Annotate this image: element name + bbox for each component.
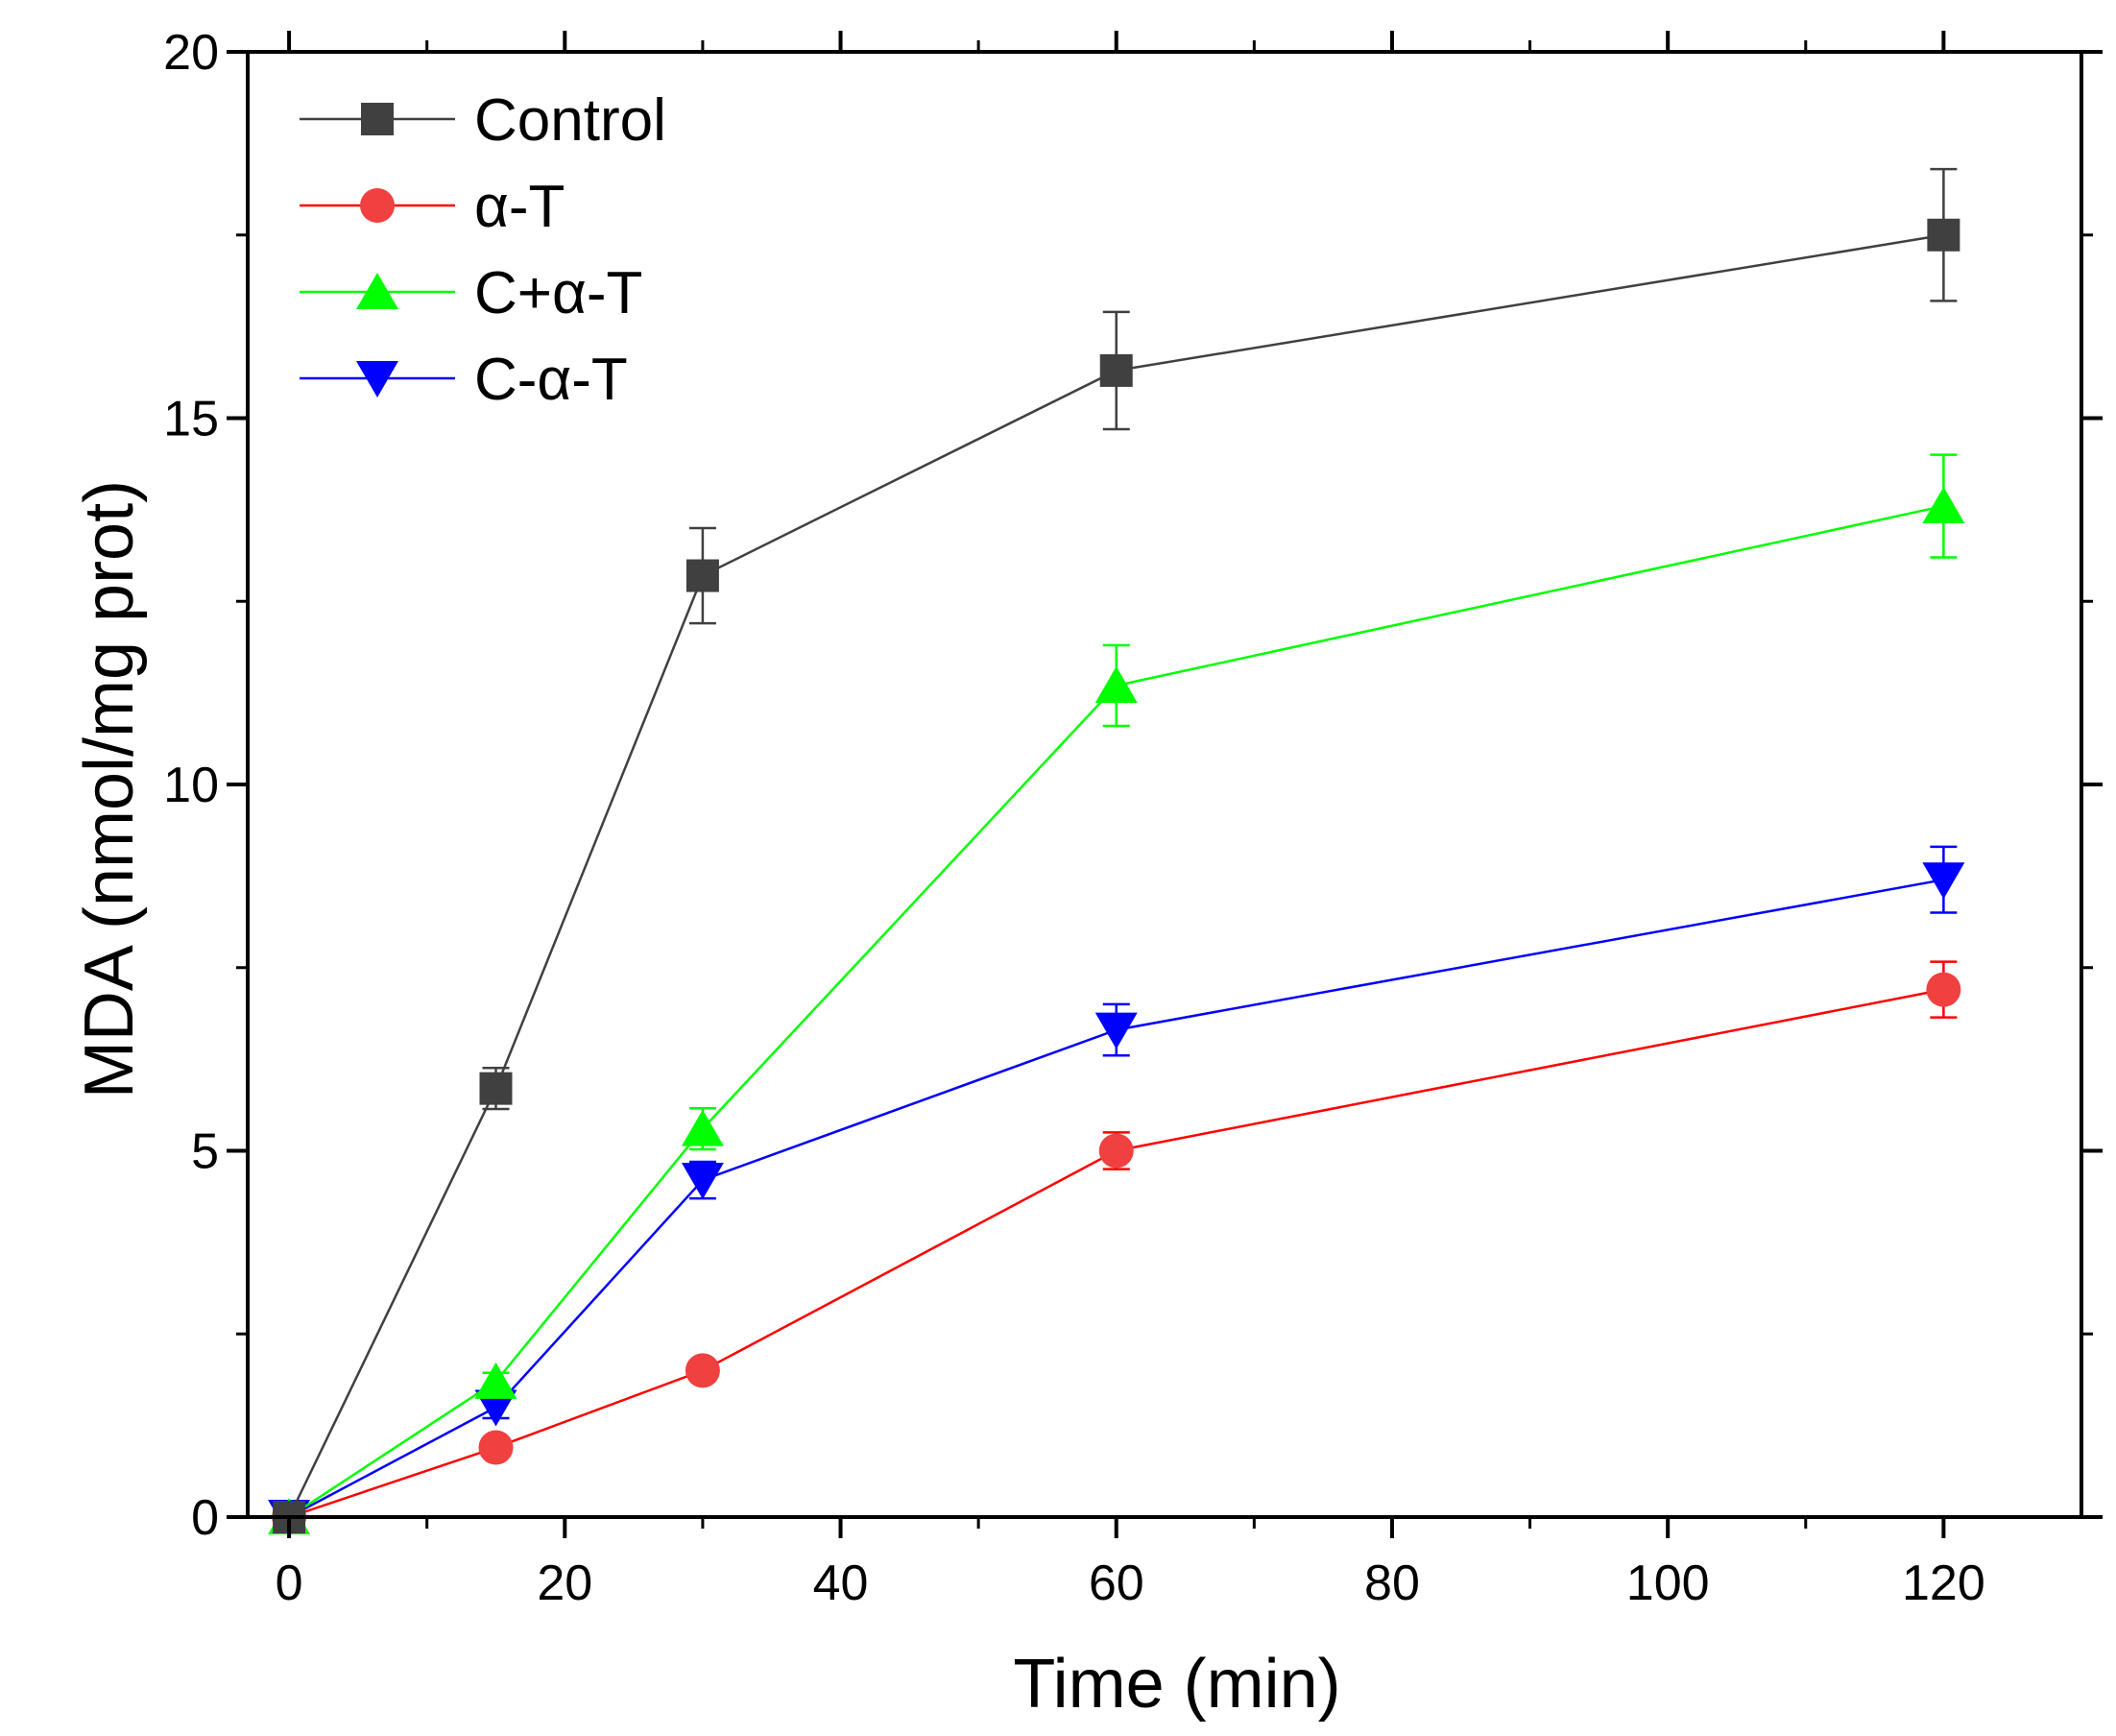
y-axis-title: MDA (nmol/mg prot) [71, 480, 148, 1098]
legend-label: α-T [474, 174, 565, 240]
data-point [478, 1430, 514, 1465]
legend-marker [361, 103, 394, 135]
legend-label: C-α-T [474, 347, 628, 413]
x-tick-label: 100 [1626, 1555, 1710, 1611]
x-axis-title: Time (min) [1013, 1646, 1340, 1723]
data-point [1094, 1012, 1138, 1049]
x-tick-label: 60 [1089, 1555, 1144, 1611]
legend-label: C+α-T [474, 260, 642, 326]
y-tick-label: 20 [163, 25, 219, 81]
legend-marker [360, 188, 395, 223]
data-point [1926, 972, 1961, 1007]
data-point [685, 559, 719, 592]
y-tick-label: 0 [191, 1490, 219, 1546]
legend-marker [356, 361, 398, 398]
data-point [474, 1389, 517, 1427]
legend-item: α-T [300, 174, 565, 240]
data-point [1098, 1133, 1134, 1169]
legend-marker [356, 273, 398, 309]
x-tick-label: 80 [1364, 1555, 1420, 1611]
legend-item: C-α-T [300, 347, 628, 413]
y-tick-label: 10 [163, 758, 219, 813]
data-point [681, 1109, 724, 1146]
data-point [1922, 862, 1965, 900]
series-2 [268, 453, 1965, 1534]
data-point [1927, 218, 1960, 252]
data-point [681, 1163, 724, 1200]
data-point [1094, 665, 1138, 703]
x-tick-label: 40 [813, 1555, 869, 1611]
axes: 0 20 40 60 80 100 120 0 5 10 15 20 [163, 25, 2103, 1611]
data-point [1099, 353, 1133, 387]
x-tick-label: 20 [537, 1555, 592, 1611]
plot-area [268, 167, 1965, 1536]
legend-item: Control [300, 87, 666, 154]
legend: Control α-T C+α-T C-α-T [300, 87, 666, 413]
x-tick-label: 0 [276, 1555, 303, 1611]
legend-item: C+α-T [300, 260, 642, 326]
data-point [1922, 487, 1965, 524]
series-0 [273, 167, 1960, 1533]
data-point [479, 1072, 513, 1105]
data-point [474, 1362, 517, 1399]
legend-label: Control [474, 87, 666, 154]
data-point [685, 1353, 720, 1388]
y-tick-label: 5 [191, 1124, 219, 1180]
x-tick-label: 120 [1902, 1555, 1985, 1611]
y-tick-label: 15 [163, 392, 219, 447]
